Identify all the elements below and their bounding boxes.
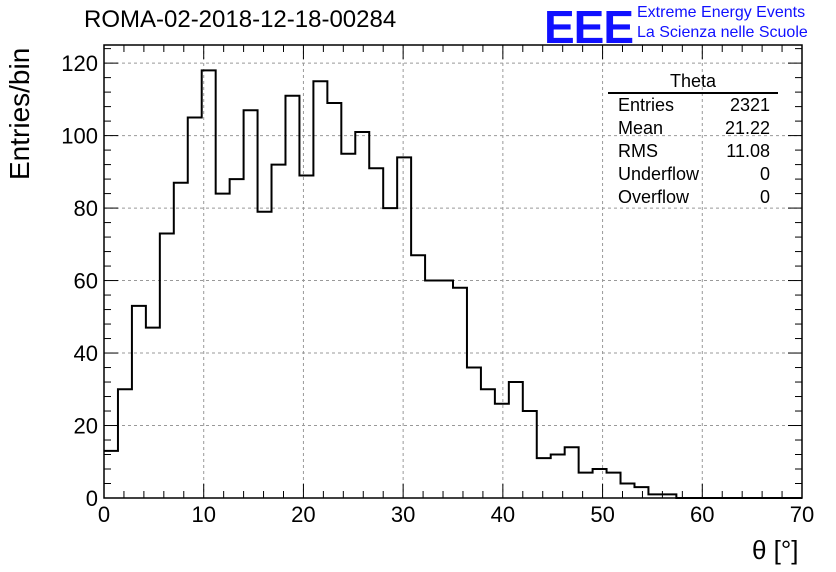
histogram-series xyxy=(104,69,802,499)
stats-box: Theta Entries 2321 Mean 21.22 RMS 11.08 … xyxy=(608,70,778,209)
x-tick-label: 20 xyxy=(291,502,315,527)
x-tick-label: 50 xyxy=(590,502,614,527)
stats-row-rms: RMS 11.08 xyxy=(608,140,778,163)
stats-row-underflow: Underflow 0 xyxy=(608,163,778,186)
logo-line-1: Extreme Energy Events xyxy=(637,4,806,21)
stats-title: Theta xyxy=(608,70,778,94)
stats-label: Mean xyxy=(618,118,664,138)
stats-row-overflow: Overflow 0 xyxy=(608,186,778,209)
stats-label: RMS xyxy=(618,141,658,161)
stats-label: Overflow xyxy=(618,187,690,207)
stats-value: 0 xyxy=(759,187,770,207)
x-axis-label: θ [°] xyxy=(752,535,799,565)
stats-value: 11.08 xyxy=(726,141,770,161)
y-axis-label: Entries/bin xyxy=(4,47,35,180)
y-tick-label: 60 xyxy=(74,269,98,294)
plot-frame xyxy=(103,44,803,499)
stats-value: 21.22 xyxy=(724,118,770,138)
stats-row-entries: Entries 2321 xyxy=(608,94,778,117)
stats-value: 0 xyxy=(759,164,770,184)
y-tick-label: 20 xyxy=(74,414,98,439)
logo-line-2: La Scienza nelle Scuole xyxy=(637,24,808,41)
y-tick-label: 0 xyxy=(86,486,98,511)
stats-label: Underflow xyxy=(618,164,700,184)
x-tick-label: 10 xyxy=(191,502,215,527)
x-tick-label: 40 xyxy=(491,502,515,527)
chart-title: ROMA-02-2018-12-18-00284 xyxy=(84,6,397,33)
y-tick-label: 100 xyxy=(61,124,98,149)
y-tick-label: 80 xyxy=(74,196,98,221)
stats-row-mean: Mean 21.22 xyxy=(608,117,778,140)
y-tick-label: 120 xyxy=(61,51,98,76)
y-tick-label: 40 xyxy=(74,341,98,366)
stats-label: Entries xyxy=(618,95,675,115)
x-tick-label: 60 xyxy=(690,502,714,527)
stats-value: 2321 xyxy=(729,95,770,115)
x-tick-label: 70 xyxy=(790,502,814,527)
x-tick-label: 0 xyxy=(98,502,110,527)
eee-logo: EEE xyxy=(544,1,634,53)
x-tick-label: 30 xyxy=(391,502,415,527)
